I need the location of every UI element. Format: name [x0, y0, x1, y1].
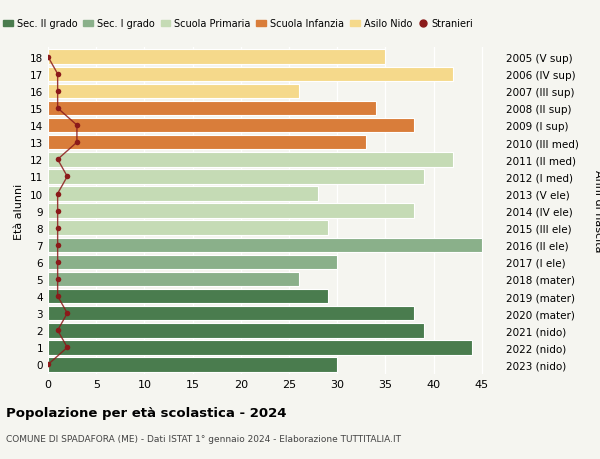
Point [53, 276, 62, 283]
Point [72, 122, 82, 129]
Point [62, 174, 72, 181]
Bar [48, 118, 414, 133]
Text: Popolazione per età scolastica - 2024: Popolazione per età scolastica - 2024 [6, 406, 287, 419]
Bar [48, 238, 482, 252]
Bar [48, 221, 328, 235]
Point [53, 105, 62, 112]
Bar [48, 306, 414, 321]
Point [53, 156, 62, 163]
Point [53, 207, 62, 215]
Point [53, 88, 62, 95]
Bar [48, 323, 424, 338]
Bar [48, 84, 299, 99]
Point [62, 344, 72, 351]
Bar [48, 153, 453, 167]
Bar [48, 204, 414, 218]
Point [62, 310, 72, 317]
Point [53, 293, 62, 300]
Text: COMUNE DI SPADAFORA (ME) - Dati ISTAT 1° gennaio 2024 - Elaborazione TUTTITALIA.: COMUNE DI SPADAFORA (ME) - Dati ISTAT 1°… [6, 434, 401, 443]
Y-axis label: Età alunni: Età alunni [14, 183, 25, 239]
Point [43, 54, 53, 61]
Bar [48, 358, 337, 372]
Bar [48, 101, 376, 116]
Bar [48, 50, 385, 65]
Point [72, 139, 82, 146]
Point [53, 327, 62, 334]
Point [53, 241, 62, 249]
Bar [48, 187, 318, 202]
Point [53, 71, 62, 78]
Point [53, 259, 62, 266]
Bar [48, 289, 328, 304]
Bar [48, 272, 299, 286]
Point [43, 361, 53, 369]
Point [53, 190, 62, 198]
Bar [48, 170, 424, 184]
Bar [48, 67, 453, 82]
Bar [48, 341, 472, 355]
Y-axis label: Anni di nascita: Anni di nascita [593, 170, 600, 252]
Legend: Sec. II grado, Sec. I grado, Scuola Primaria, Scuola Infanzia, Asilo Nido, Stran: Sec. II grado, Sec. I grado, Scuola Prim… [0, 16, 477, 34]
Point [53, 224, 62, 232]
Bar [48, 255, 337, 269]
Bar [48, 136, 366, 150]
